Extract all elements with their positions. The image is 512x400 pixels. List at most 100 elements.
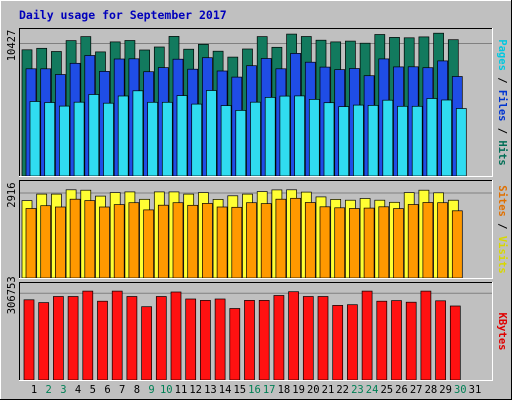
legend-entry: Visits [496, 236, 508, 274]
legend-entry: / [496, 217, 508, 236]
bar-kbytes-day-26 [391, 300, 402, 381]
bar-pages-day-14 [220, 105, 232, 177]
bar-pages-day-27 [411, 105, 423, 177]
bar-kbytes-day-18 [273, 295, 285, 381]
bar-sites-day-7 [113, 204, 125, 279]
day-label-17: 17 [263, 384, 276, 396]
bar-sites-day-13 [202, 203, 213, 279]
bar-kbytes-day-23 [347, 304, 358, 381]
bar-pages-day-12 [191, 103, 203, 177]
day-label-13: 13 [204, 384, 217, 396]
bar-kbytes-day-22 [332, 305, 344, 381]
legend-kbytes: KBytes [496, 313, 508, 351]
bar-sites-day-26 [393, 208, 404, 279]
bar-pages-day-21 [323, 102, 335, 177]
bar-pages-day-1 [29, 101, 41, 177]
bar-kbytes-day-12 [185, 298, 197, 381]
bar-kbytes-day-15 [229, 308, 241, 381]
bar-pages-day-15 [235, 110, 247, 177]
day-label-5: 5 [90, 384, 96, 396]
bar-pages-day-24 [367, 105, 379, 177]
bar-sites-day-27 [407, 204, 419, 279]
bar-kbytes-day-5 [82, 290, 94, 381]
bar-sites-day-19 [290, 197, 301, 279]
legend-pages-files-hits: Pages / Files / Hits [496, 39, 508, 165]
panel-kbytes: 306753 KBytes [6, 276, 508, 381]
bar-sites-day-6 [99, 206, 110, 279]
day-label-22: 22 [336, 384, 349, 396]
bar-sites-day-23 [349, 208, 360, 279]
bar-kbytes-day-28 [420, 290, 432, 381]
day-label-4: 4 [75, 384, 81, 396]
bar-kbytes-day-20 [302, 296, 314, 381]
bar-pages-day-6 [103, 102, 114, 177]
bar-sites-day-24 [363, 207, 375, 279]
day-label-2: 2 [46, 384, 52, 396]
legend-entry: Hits [496, 140, 508, 165]
bar-sites-day-9 [143, 209, 154, 279]
bar-pages-day-30 [455, 108, 467, 177]
bar-sites-day-1 [25, 208, 37, 279]
bar-pages-day-2 [44, 102, 56, 177]
bar-pages-day-23 [353, 104, 364, 177]
bar-pages-day-13 [206, 90, 217, 177]
day-label-29: 29 [439, 384, 452, 396]
bar-sites-day-17 [260, 203, 272, 279]
day-label-20: 20 [307, 384, 320, 396]
day-label-23: 23 [351, 384, 364, 396]
bar-kbytes-day-21 [317, 296, 329, 381]
bar-sites-day-11 [172, 202, 184, 279]
bar-sites-day-30 [451, 210, 463, 279]
bar-kbytes-day-27 [405, 301, 417, 381]
day-label-1: 1 [31, 384, 37, 396]
legend-visits-sites: Sites / Visits [496, 185, 508, 274]
bar-pages-day-7 [117, 95, 129, 177]
bar-kbytes-day-9 [141, 306, 152, 381]
bar-pages-day-19 [294, 95, 305, 177]
day-label-11: 11 [175, 384, 188, 396]
day-label-28: 28 [425, 384, 438, 396]
bar-pages-day-28 [426, 98, 438, 177]
bar-sites-day-2 [40, 205, 52, 279]
day-label-18: 18 [278, 384, 291, 396]
bar-kbytes-day-8 [126, 296, 138, 381]
bar-pages-day-16 [250, 101, 261, 177]
bar-kbytes-day-1 [23, 299, 35, 381]
bar-sites-day-3 [55, 206, 66, 279]
bar-pages-day-17 [264, 97, 276, 177]
bar-pages-day-26 [397, 105, 408, 177]
bar-kbytes-day-2 [38, 302, 50, 381]
bar-kbytes-day-13 [200, 300, 211, 381]
day-label-14: 14 [219, 384, 232, 396]
bar-pages-day-8 [132, 90, 144, 177]
bar-kbytes-day-25 [376, 300, 388, 381]
bar-sites-day-8 [128, 202, 140, 279]
day-label-27: 27 [410, 384, 423, 396]
bar-sites-day-25 [378, 206, 390, 279]
legend-entry: Sites [496, 185, 508, 217]
bar-kbytes-day-7 [111, 290, 123, 381]
y-tick-label: 10427 [6, 30, 18, 62]
day-label-3: 3 [60, 384, 66, 396]
y-tick-label: 306753 [6, 276, 18, 314]
bar-kbytes-day-11 [170, 291, 182, 381]
bar-pages-day-29 [441, 99, 452, 177]
bar-kbytes-day-16 [244, 300, 255, 381]
bar-sites-day-10 [157, 204, 169, 279]
bar-pages-day-9 [147, 101, 158, 177]
legend-entry: Pages [496, 39, 508, 71]
bar-kbytes-day-24 [361, 290, 373, 381]
bar-kbytes-day-4 [67, 296, 79, 381]
day-label-7: 7 [119, 384, 125, 396]
bar-pages-day-18 [279, 95, 291, 177]
bar-pages-day-22 [338, 106, 350, 177]
bar-sites-day-12 [187, 204, 199, 279]
panel-pages-files-hits: 10427 Pages / Files / Hits [6, 28, 508, 177]
day-label-19: 19 [292, 384, 305, 396]
panel-visits-sites: 2916 Sites / Visits [6, 180, 508, 279]
bar-pages-day-4 [73, 101, 85, 177]
day-label-21: 21 [322, 384, 335, 396]
bar-pages-day-20 [308, 99, 320, 177]
day-label-8: 8 [134, 384, 140, 396]
